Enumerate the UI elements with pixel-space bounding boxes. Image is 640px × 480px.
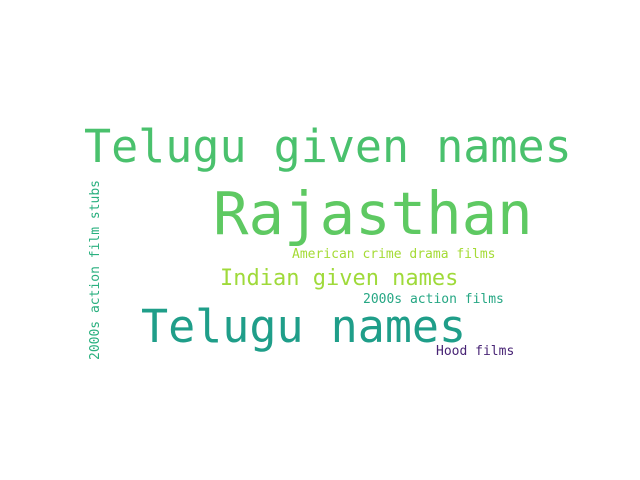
word-2000s-action-films: 2000s action films	[363, 292, 504, 307]
word-hood-films: Hood films	[436, 344, 515, 359]
word-2000s-action-film-stubs: 2000s action film stubs	[88, 179, 103, 360]
word-indian-given-names: Indian given names	[220, 266, 459, 291]
word-telugu-given-names: Telugu given names	[84, 120, 572, 173]
word-telugu-names: Telugu names	[141, 300, 467, 353]
word-rajasthan: Rajasthan	[213, 179, 533, 248]
word-american-crime-drama-films: American crime drama films	[292, 247, 496, 262]
